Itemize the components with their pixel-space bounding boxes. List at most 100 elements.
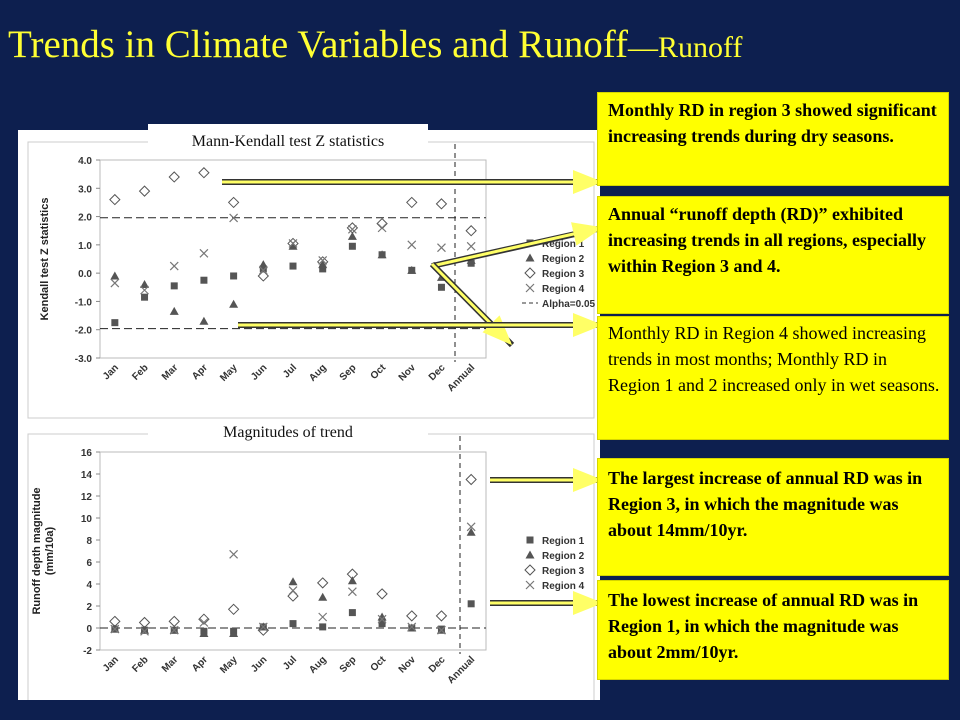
chart-2-point-region-4-sep — [347, 587, 357, 597]
chart-1-point-region-2-apr — [199, 316, 209, 325]
chart-1-point-region-1-jun — [259, 265, 267, 273]
chart-1-point-region-1-mar — [170, 282, 178, 290]
chart-1-point-region-4-mar — [169, 261, 179, 271]
chart-1-point-region-2-sep — [347, 231, 357, 240]
chart-2-point-region-3-sep — [346, 568, 359, 580]
chart-2-ytick-label: 12 — [81, 492, 93, 503]
chart-1-ytick-label: 0.0 — [78, 269, 92, 280]
chart-2-point-region-3-aug — [316, 577, 329, 589]
chart-2-xtick-label: Sep — [338, 654, 359, 675]
chart-1-point-region-3-feb — [138, 185, 151, 197]
chart-1-ytick-label: -2.0 — [75, 326, 93, 337]
chart-2-legend-label-2: Region 2 — [542, 551, 585, 562]
chart-2-point-region-3-jun — [257, 624, 270, 636]
chart-1-xtick-label: Jan — [101, 362, 121, 382]
chart-2-xtick-label: Apr — [190, 654, 210, 674]
chart-2-point-region-3-jan — [109, 615, 121, 628]
chart-1-legend-marker-3 — [524, 267, 536, 279]
chart-1-point-region-1-apr — [200, 276, 208, 284]
chart-1-point-region-4-jan — [110, 278, 120, 288]
chart-2-ytick-label: 2 — [86, 602, 92, 613]
chart-2-ytick-label: -2 — [83, 646, 92, 657]
chart-1-point-region-3-jan — [109, 193, 121, 206]
chart-1-point-region-3-nov — [406, 196, 418, 209]
chart-1-ytick-label: -3.0 — [75, 354, 93, 365]
chart-2-point-region-3-feb — [138, 616, 151, 629]
chart-1-xtick-label: Sep — [338, 362, 359, 383]
chart-2-xtick-label: Oct — [369, 654, 389, 674]
chart-1-xtick-label: Dec — [427, 362, 448, 383]
chart-2-xtick-label: Nov — [397, 654, 418, 675]
chart-2-point-region-4-dec — [437, 625, 446, 635]
chart-2-ytick-label: 4 — [86, 580, 92, 591]
chart-2-point-region-1-annual — [467, 600, 475, 608]
chart-1-point-region-2-jul — [288, 241, 298, 250]
chart-2-ytick-label: 14 — [81, 470, 93, 481]
chart-1-legend-marker-2 — [525, 253, 535, 262]
chart-1-point-region-4-sep — [347, 224, 357, 234]
chart-1-point-region-2-jan — [110, 271, 120, 280]
chart-1-ytick-label: 1.0 — [78, 241, 92, 252]
chart-1-point-region-4-oct — [377, 223, 387, 233]
chart-1-point-region-4-feb — [140, 285, 149, 295]
chart-2-point-region-2-annual — [466, 527, 476, 536]
chart-2-plot-area — [99, 451, 487, 651]
chart-2-point-region-3-dec — [435, 610, 448, 622]
chart-2-point-region-1-jul — [289, 620, 297, 628]
chart-1-legend-marker-1 — [526, 239, 534, 247]
chart-2-xtick-label: Jun — [249, 654, 269, 674]
chart-2-point-region-4-jul — [288, 586, 298, 596]
chart-1-point-region-1-aug — [319, 265, 327, 273]
chart-2-ytick-label: 10 — [81, 514, 93, 525]
chart-1-xtick-label: Feb — [130, 362, 150, 382]
chart-1-point-region-4-apr — [199, 248, 209, 258]
chart-1-legend-label-4: Region 4 — [542, 284, 585, 295]
chart-1-point-region-1-jan — [111, 319, 119, 327]
chart-2-point-region-1-oct — [378, 620, 386, 628]
chart-2-xtick-label: Dec — [427, 654, 448, 675]
chart-1-point-region-3-jun — [257, 270, 270, 282]
chart-1-ylabel: Kendall test Z statistics — [39, 198, 51, 321]
chart-1-point-region-2-feb — [140, 279, 150, 288]
chart-2-point-region-2-sep — [347, 576, 357, 585]
chart-2-ytick-label: 6 — [86, 558, 92, 569]
chart-2-point-region-4-apr — [199, 618, 209, 627]
chart-2-legend-marker-2 — [525, 550, 535, 559]
chart-2-ylabel-line-1: Runoff depth magnitude — [31, 487, 43, 614]
chart-1-xtick-label: Nov — [397, 362, 418, 383]
chart-1-point-region-4-aug — [318, 255, 328, 265]
chart-1-point-region-4-jul — [288, 239, 298, 248]
annotation-5: The lowest increase of annual RD was in … — [597, 580, 949, 680]
chart-2-point-region-4-aug — [318, 612, 328, 622]
chart-1-point-region-1-dec — [437, 283, 445, 291]
chart-2-point-region-3-may — [227, 603, 240, 616]
chart-2-ytick-label: 8 — [86, 536, 92, 547]
chart-2-ylabel: Runoff depth magnitude(mm/10a) — [31, 487, 56, 614]
chart-1-legend-marker-4 — [525, 283, 535, 293]
chart-2-point-region-4-mar — [169, 625, 179, 635]
chart-1-point-region-2-may — [229, 299, 239, 308]
chart-1-point-region-3-sep — [346, 222, 359, 234]
chart-2-point-region-3-mar — [168, 615, 180, 628]
chart-1-point-region-1-feb — [141, 293, 149, 301]
charts-panel: 4.0 3.0 2.0 1.0 0.0 -1.0 -2.0 -3.0 Kendall test … — [18, 130, 600, 700]
chart-2-xtick-label: May — [218, 654, 240, 676]
chart-2-point-region-3-jul — [287, 590, 299, 602]
chart-1-point-region-2-dec — [436, 272, 446, 281]
chart-1-point-region-3-annual — [465, 225, 477, 237]
chart-1-legend-label-3: Region 3 — [542, 269, 585, 280]
chart-1-point-region-1-may — [230, 272, 238, 280]
chart-2-point-region-2-oct — [377, 612, 387, 621]
chart-1-point-region-4-dec — [437, 243, 446, 253]
slide-title-main: Trends in Climate Variables and Runoff — [8, 23, 628, 66]
chart-2-ytick-label: 16 — [81, 448, 93, 459]
chart-2-point-region-3-oct — [376, 588, 388, 600]
slide-title-sub: —Runoff — [627, 31, 743, 64]
chart-2-point-region-4-jun — [258, 622, 268, 632]
annotation-1: Monthly RD in region 3 showed significan… — [597, 92, 949, 186]
chart-2-xtick-label: Jul — [281, 654, 299, 672]
chart-2-legend-marker-4 — [525, 580, 535, 590]
chart-2-point-region-2-aug — [318, 592, 328, 601]
chart-1-xtick-label: Annual — [446, 362, 478, 394]
chart-1-point-region-2-mar — [169, 306, 179, 315]
